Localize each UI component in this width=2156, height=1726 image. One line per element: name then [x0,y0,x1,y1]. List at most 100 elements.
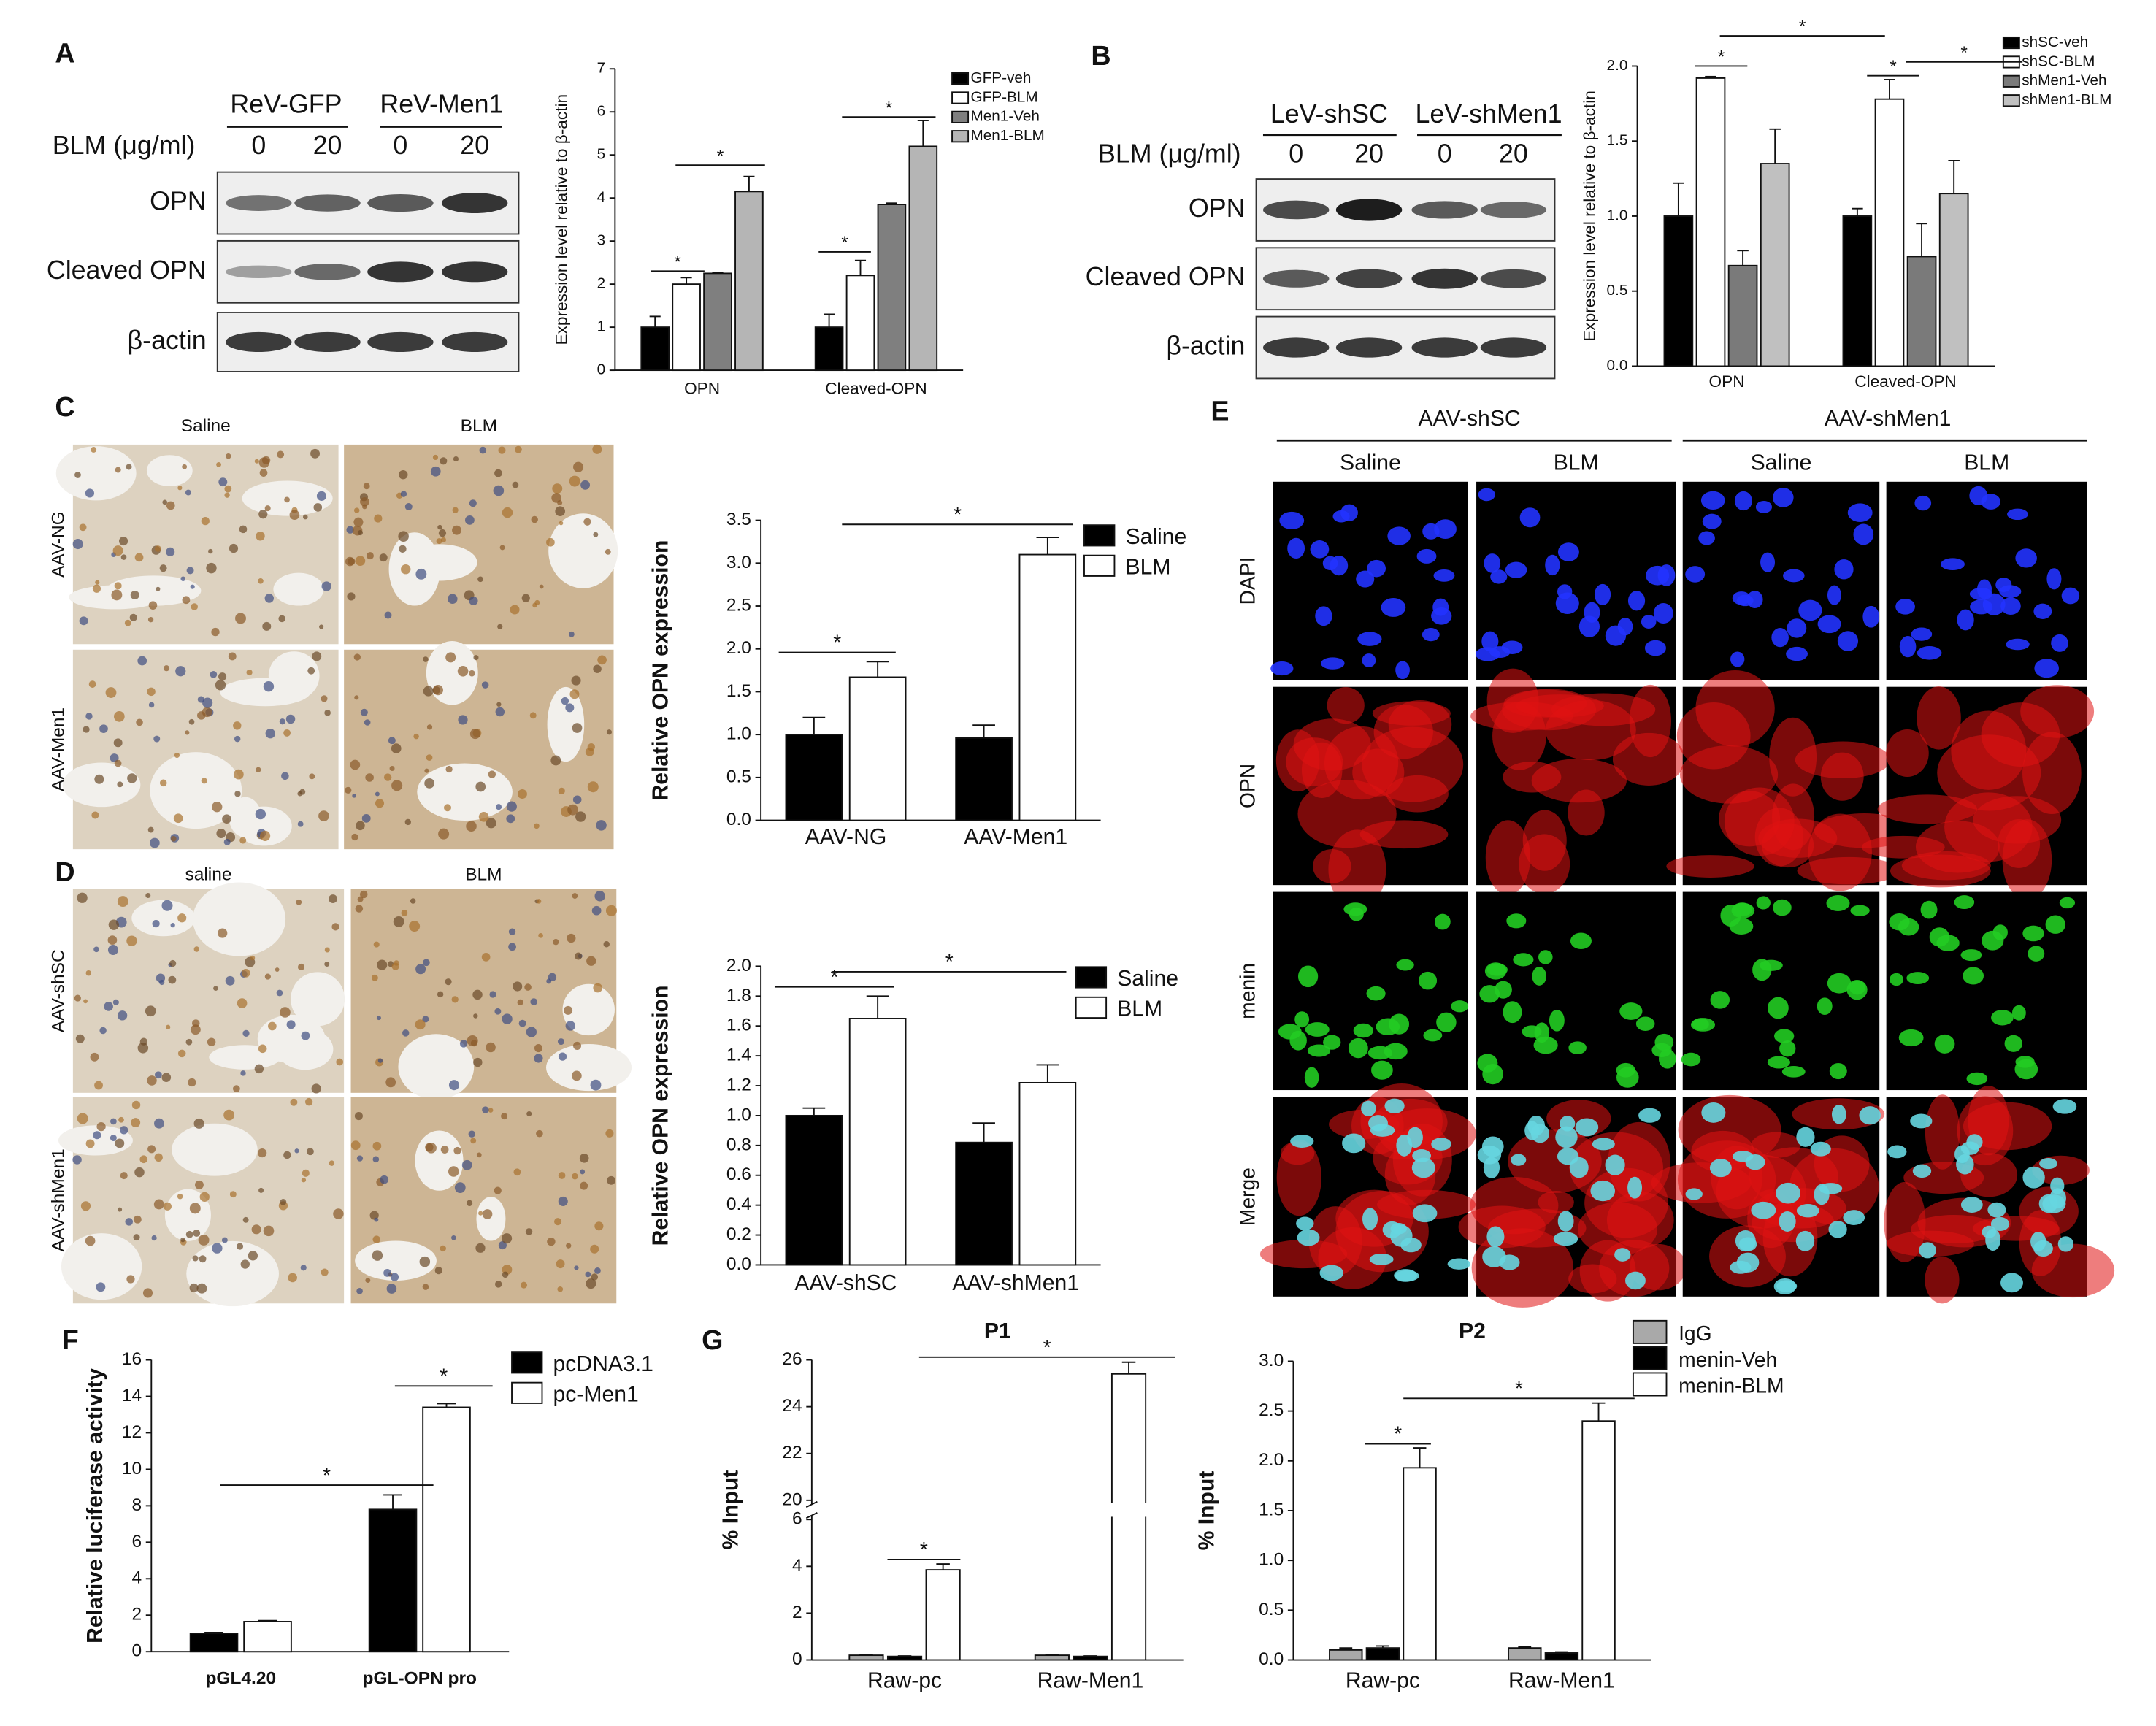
cell [354,695,359,700]
significance-label: * [1043,1335,1051,1359]
nucleus [1482,1246,1506,1267]
cell [145,1005,156,1017]
nucleus [1416,548,1437,564]
cell [185,489,191,496]
bar [1695,77,1726,367]
cell [493,485,505,496]
significance-label: * [440,1365,448,1388]
nucleus [1751,1201,1776,1219]
cell [558,1172,566,1179]
cell [475,781,486,792]
cell [91,446,97,453]
cell [401,564,411,575]
histology-column-label: saline [185,864,231,884]
cell [375,799,385,808]
y-tick-label: 0.0 [726,810,751,829]
cell [345,786,352,794]
cell [386,1284,397,1294]
cell [154,1118,164,1129]
nucleus [1771,627,1789,648]
nucleus [1369,1253,1394,1265]
bar [422,1406,471,1653]
cell [212,801,223,813]
nucleus [1553,1232,1578,1246]
cell [391,743,402,753]
nucleus [1294,1011,1310,1028]
bar [1365,1647,1400,1661]
cell [211,627,220,637]
nucleus [1555,1126,1578,1148]
cell [365,773,374,782]
nucleus [1290,1135,1314,1148]
blot-band [367,193,434,212]
cell [383,1268,391,1277]
cell [573,461,584,472]
cell [174,752,180,759]
cell [466,1200,473,1206]
x-tick-label: pGL-OPN pro [363,1668,477,1688]
cell [351,833,358,841]
bar [1727,264,1758,367]
y-tick-label: 2.5 [726,595,751,615]
cell [142,1288,153,1298]
alveolus [164,1189,211,1241]
cell [445,652,456,663]
blot-band [441,261,508,283]
cell [127,773,137,783]
nucleus [1532,967,1547,986]
nucleus [1451,1000,1469,1013]
cell [153,1199,164,1210]
cell [391,962,399,970]
cell [534,823,540,829]
cell [451,1235,456,1240]
nucleus [1481,631,1499,652]
nucleus [1384,1043,1408,1060]
opn-signal [1522,810,1567,871]
cell [571,1070,582,1081]
cell [371,974,378,981]
cell [159,779,167,787]
nucleus [1773,1278,1796,1294]
nucleus [1616,1067,1639,1088]
nucleus [1356,570,1375,588]
blot-dose: 0 [251,131,266,160]
opn-signal [1313,849,1351,883]
cell [194,1180,204,1189]
cell [458,715,468,725]
cell [517,789,527,799]
nucleus [1381,598,1406,617]
alveolus [106,575,202,606]
cell [478,1211,483,1216]
nucleus [1732,591,1751,605]
legend-swatch [1632,1319,1668,1344]
legend-swatch [511,1351,543,1374]
nucleus [1289,1030,1307,1051]
cell [88,680,96,688]
cell [283,1151,291,1159]
cell [208,548,213,554]
cell [148,601,158,610]
bar [1110,1373,1147,1661]
nucleus [1367,559,1386,578]
legend-label: shSC-veh [2022,34,2088,50]
cell [508,943,516,951]
cell [177,1049,186,1058]
significance-label: * [1718,47,1725,67]
blot-band [367,331,434,353]
blot-group-label: ReV-GFP [230,90,342,119]
alveolus [58,1125,133,1156]
nucleus [1505,561,1527,578]
nucleus [1957,609,1974,631]
cell [422,1016,429,1023]
blot-group-label: ReV-Men1 [380,90,503,119]
cell [404,502,413,510]
y-axis-label: % Input [719,1470,743,1550]
blot-band [1262,269,1330,288]
nucleus [1366,986,1386,1001]
x-tick-label: Raw-Men1 [1037,1669,1144,1693]
cell [307,667,315,675]
bar [955,737,1013,821]
opn-signal [1769,717,1817,797]
cell [262,621,272,631]
